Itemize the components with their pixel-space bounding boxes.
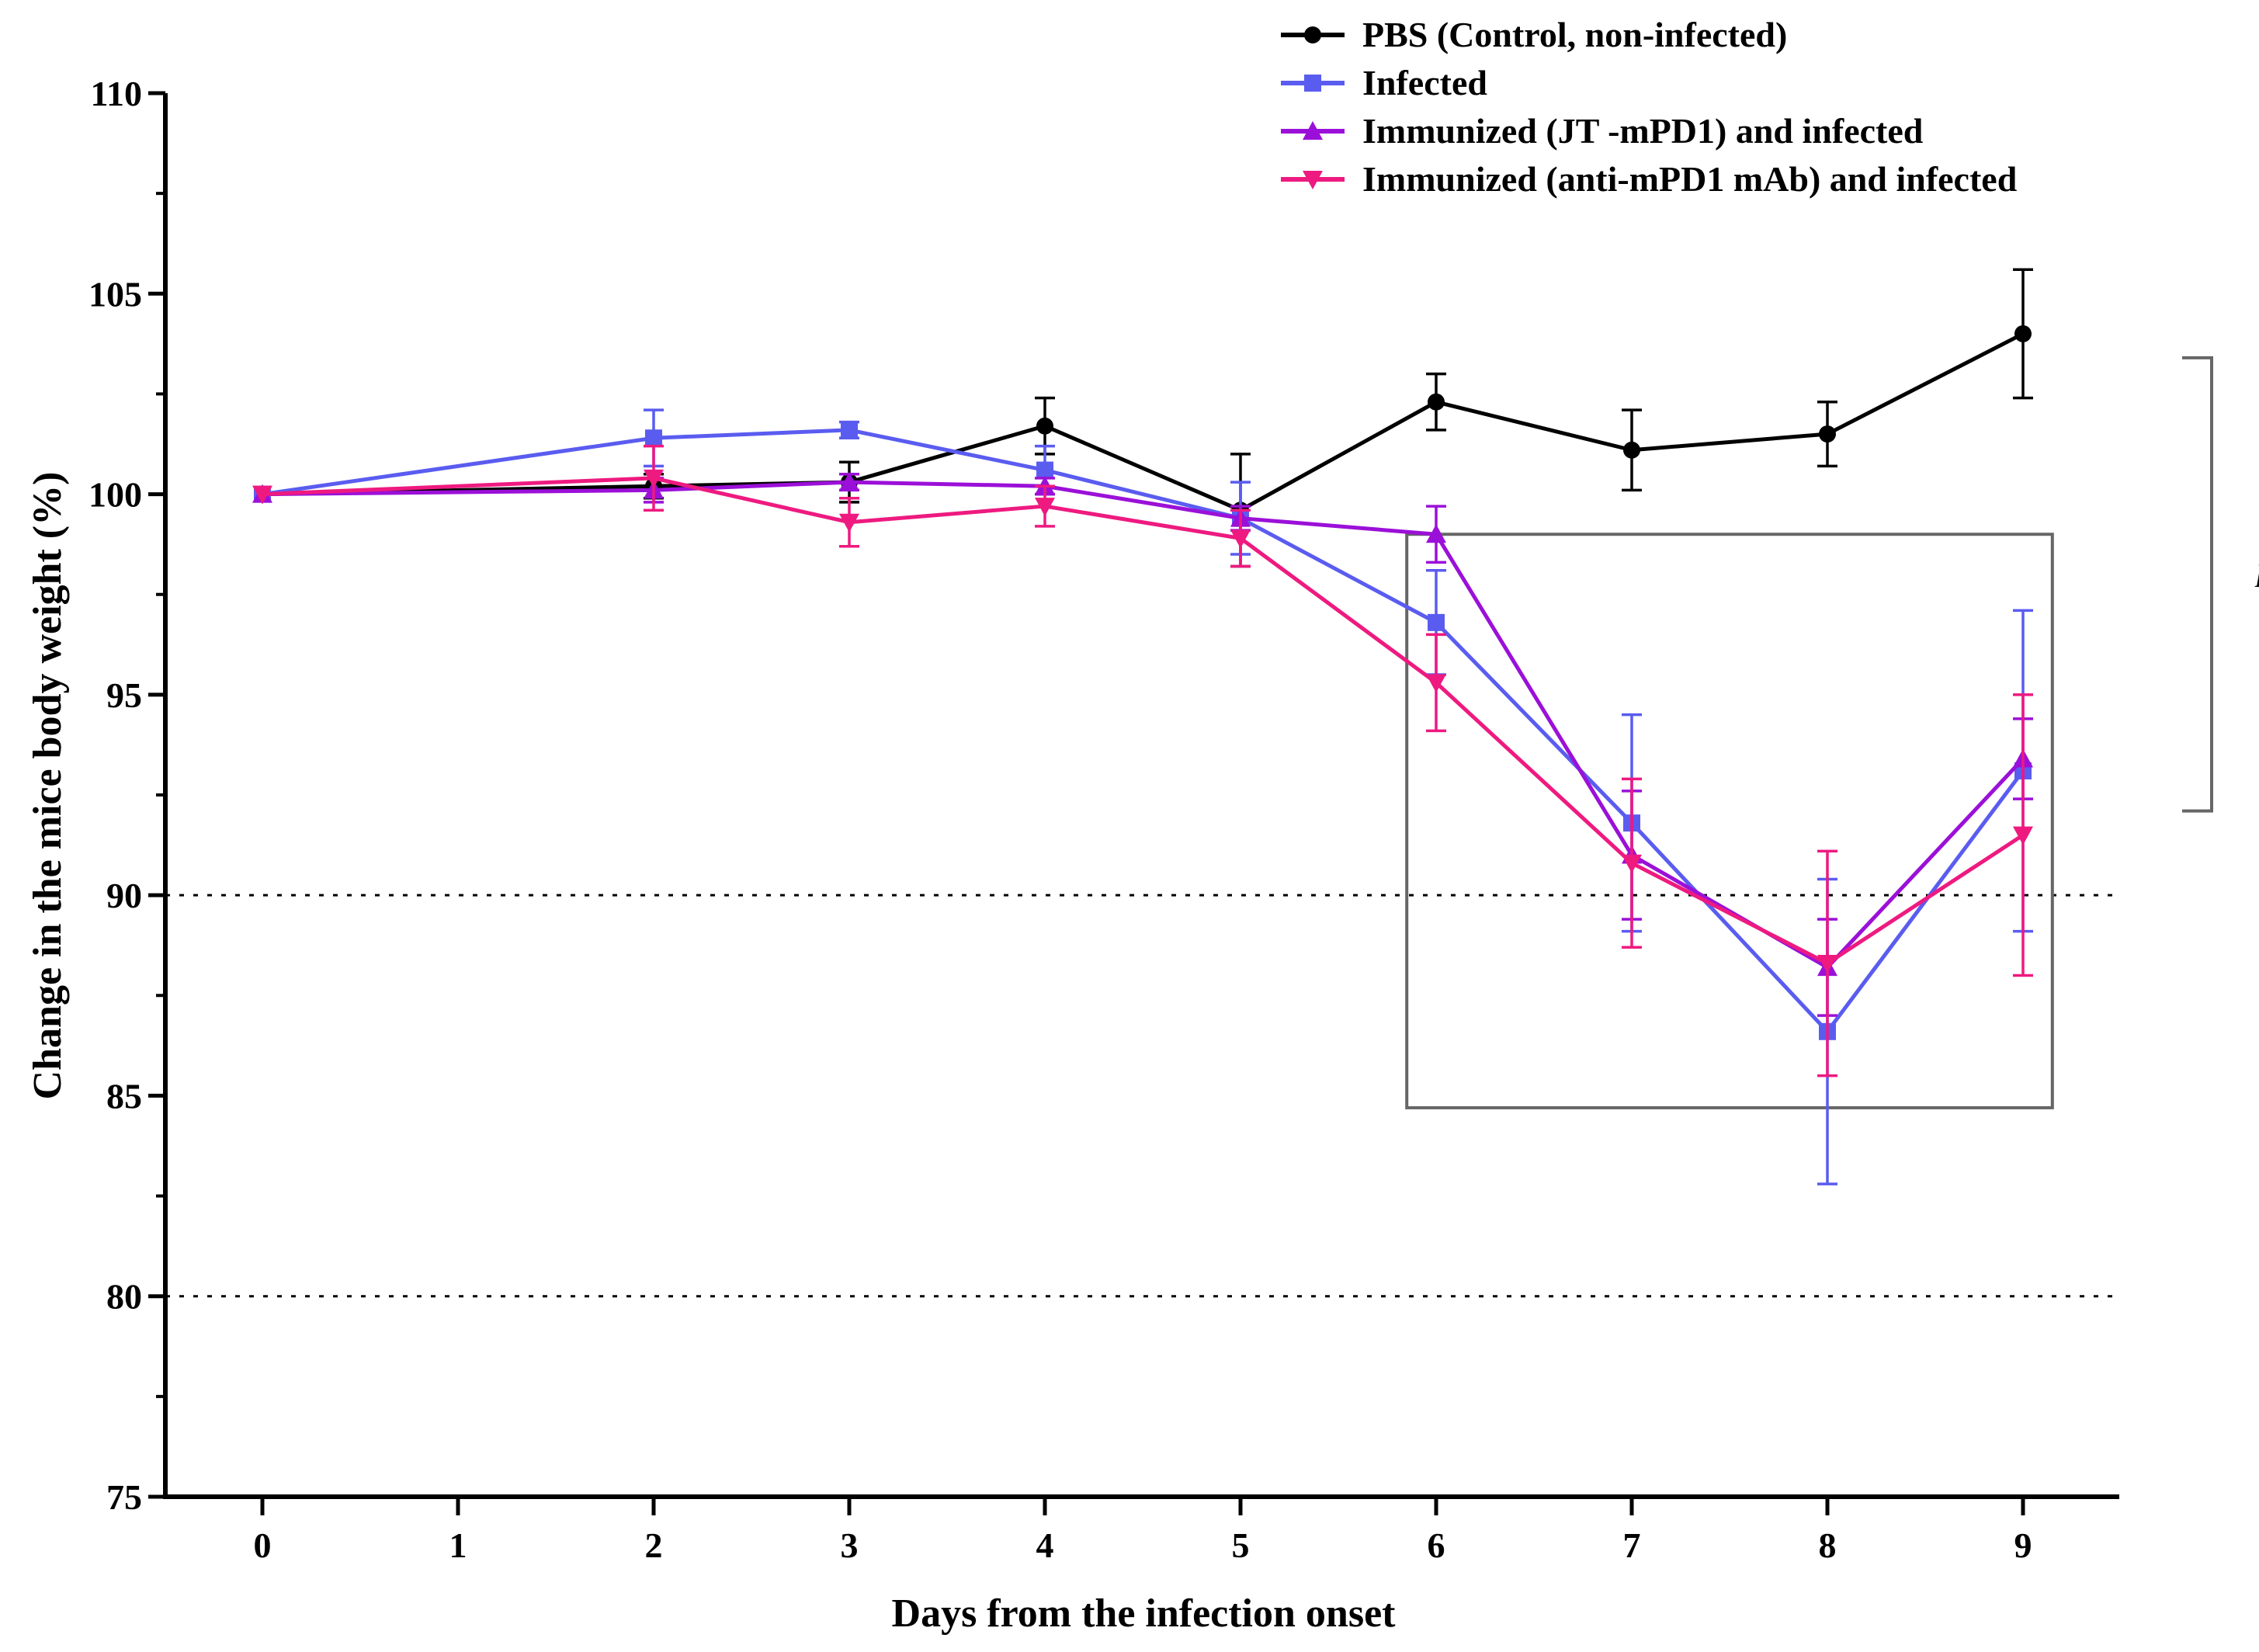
- data-point: [1622, 854, 1642, 873]
- legend-item-2: Infected: [1281, 63, 1487, 102]
- annotation-group: p < 0.001: [2182, 356, 2259, 813]
- significance-bracket: [2182, 356, 2213, 813]
- x-tick-label-1: 1: [449, 1525, 467, 1565]
- x-tick-label-3: 3: [841, 1525, 859, 1565]
- data-point: [1036, 461, 1053, 479]
- y-tick-label-80: 80: [106, 1277, 142, 1317]
- x-tick-label-2: 2: [645, 1525, 663, 1565]
- legend-item-4: Immunized (anti-mPD1 mAb) and infected: [1281, 159, 2018, 199]
- y-tick-label-90: 90: [106, 876, 142, 915]
- data-point: [1036, 417, 1053, 435]
- y-tick-label-75: 75: [106, 1477, 142, 1517]
- y-tick-label-85: 85: [106, 1076, 142, 1116]
- data-point: [839, 472, 859, 491]
- series-line: [262, 428, 2025, 1034]
- x-tick-label-9: 9: [2014, 1525, 2032, 1565]
- x-tick-label-5: 5: [1232, 1525, 1250, 1565]
- series-2: [254, 408, 2033, 1185]
- y-tick-label-105: 105: [88, 274, 142, 314]
- data-point: [839, 513, 859, 533]
- series-line: [262, 476, 2025, 966]
- legend-label: Immunized (JT -mPD1) and infected: [1362, 111, 1924, 151]
- data-point: [1230, 529, 1251, 549]
- legend-label: PBS (Control, non-infected): [1362, 15, 1787, 54]
- data-point: [1817, 954, 1837, 974]
- data-point: [645, 429, 662, 447]
- legend-label: Infected: [1362, 63, 1487, 102]
- x-tick-label-0: 0: [254, 1525, 272, 1565]
- data-point: [2014, 324, 2032, 342]
- y-tick-label-95: 95: [106, 675, 142, 715]
- data-point: [644, 469, 664, 488]
- legend-marker: [1304, 75, 1321, 92]
- data-point: [1035, 498, 1055, 517]
- legend: PBS (Control, non-infected) Infected Immun…: [1281, 15, 2018, 199]
- legend-marker: [1303, 121, 1323, 140]
- legend-label: Immunized (anti-mPD1 mAb) and infected: [1362, 159, 2018, 199]
- legend-marker: [1303, 171, 1323, 189]
- highlight-box-group: [1405, 533, 2054, 1109]
- x-tick-label-4: 4: [1036, 1525, 1054, 1565]
- reference-lines: [165, 894, 2119, 1298]
- data-point: [1426, 674, 1446, 693]
- data-point: [1428, 613, 1445, 631]
- series-4: [252, 444, 2033, 1078]
- y-tick-label-100: 100: [88, 475, 142, 515]
- p-value-label: p < 0.001: [2254, 552, 2259, 588]
- legend-marker: [1304, 26, 1321, 43]
- data-point: [1426, 524, 1446, 543]
- x-axis-title: Days from the infection onset: [892, 1591, 1397, 1636]
- legend-item-1: PBS (Control, non-infected): [1281, 15, 1787, 54]
- y-tick-label-110: 110: [91, 74, 142, 113]
- data-point: [841, 421, 858, 439]
- x-tick-label-8: 8: [1819, 1525, 1837, 1565]
- series-group: [252, 268, 2033, 1185]
- x-tick-label-7: 7: [1623, 1525, 1641, 1565]
- x-tick-label-6: 6: [1428, 1525, 1445, 1565]
- legend-item-3: Immunized (JT -mPD1) and infected: [1281, 111, 1924, 151]
- highlight-box: [1405, 533, 2054, 1109]
- data-point: [1819, 425, 1836, 443]
- data-point: [252, 485, 272, 505]
- data-point: [2013, 826, 2033, 845]
- axes: 75 80 85 90 95 100 105 110 0 1 2 3 4 5 6 7 8 9: [88, 74, 2119, 1565]
- data-point: [1623, 441, 1640, 459]
- y-axis-title: Change in the mice body weight (%): [26, 472, 70, 1100]
- data-point: [1428, 393, 1445, 411]
